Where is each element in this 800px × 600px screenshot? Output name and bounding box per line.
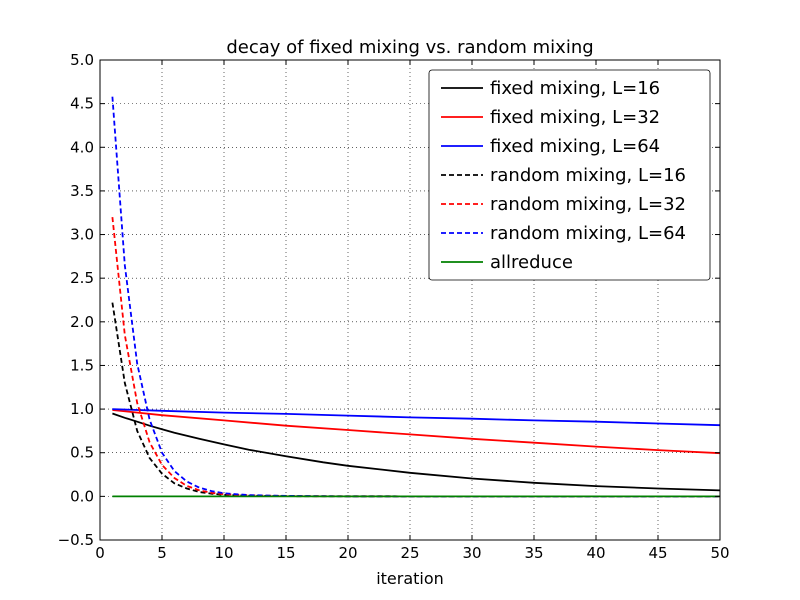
x-tick-label: 45: [648, 544, 667, 562]
x-tick-label: 50: [710, 544, 729, 562]
legend-entry-label: fixed mixing, L=16: [490, 78, 660, 99]
y-tick-label: 5.0: [70, 51, 94, 69]
y-tick-label: 2.0: [70, 313, 94, 331]
legend-box: [428, 69, 711, 281]
y-tick-label: 1.0: [70, 400, 94, 418]
series-line-0: [112, 412, 721, 492]
x-tick-label: 15: [276, 544, 295, 562]
legend: fixed mixing, L=16 fixed mixing, L=32 fixe…: [428, 69, 711, 281]
x-tick-label: 10: [214, 544, 233, 562]
x-tick-label: 0: [95, 544, 105, 562]
series-line-2: [112, 408, 721, 427]
series-line-1: [112, 409, 721, 455]
y-tick-label: 3.5: [70, 182, 94, 200]
x-tick-label: 25: [400, 544, 419, 562]
y-tick-label: 3.0: [70, 226, 94, 244]
x-tick-label: 30: [462, 544, 481, 562]
y-tick-label: 2.5: [70, 269, 94, 287]
x-tick-label: 35: [524, 544, 543, 562]
y-tick-label: 0.5: [70, 444, 94, 462]
y-tick-label: 4.0: [70, 138, 94, 156]
y-tick-label: 4.5: [70, 95, 94, 113]
y-tick-label: 0.0: [70, 487, 94, 505]
legend-entry-label: fixed mixing, L=32: [490, 107, 660, 128]
legend-entry-label: random mixing, L=32: [490, 194, 686, 215]
x-tick-label: 5: [157, 544, 167, 562]
series-layer: [111, 96, 721, 498]
legend-entry-label: fixed mixing, L=64: [490, 136, 660, 157]
y-tick-label: −0.5: [58, 531, 94, 549]
legend-entry-label: allreduce: [490, 252, 573, 273]
tick-layer: 0 5 10 15 20 25 30 35 40 45 50 −0.5 0.0 0.5 1.0 1.5 2.0 2…: [58, 51, 730, 562]
x-tick-label: 20: [338, 544, 357, 562]
legend-entry-label: random mixing, L=64: [490, 223, 686, 244]
y-tick-label: 1.5: [70, 356, 94, 374]
x-tick-label: 40: [586, 544, 605, 562]
x-axis-label: iteration: [376, 569, 444, 588]
legend-entry-label: random mixing, L=16: [490, 165, 686, 186]
chart-title: decay of fixed mixing vs. random mixing: [226, 37, 593, 58]
